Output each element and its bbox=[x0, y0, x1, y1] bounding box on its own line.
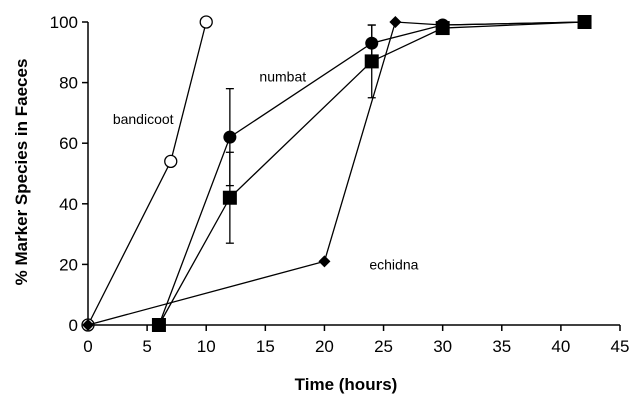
y-axis-title: % Marker Species in Faeces bbox=[12, 59, 31, 286]
y-tick-label: 40 bbox=[59, 195, 78, 214]
data-point bbox=[222, 190, 237, 205]
data-point bbox=[578, 16, 591, 28]
series-filled-square bbox=[151, 15, 592, 332]
data-point bbox=[389, 16, 402, 28]
x-tick-label: 25 bbox=[374, 337, 393, 356]
x-tick-label: 0 bbox=[83, 337, 92, 356]
data-point bbox=[199, 15, 213, 29]
data-point bbox=[364, 54, 379, 69]
data-point bbox=[318, 255, 331, 268]
data-point bbox=[151, 318, 166, 332]
y-tick-label: 60 bbox=[59, 134, 78, 153]
annotation-layer: bandicoot numbat echidna bbox=[113, 69, 419, 273]
y-ticks: 0 20 40 60 80 100 bbox=[50, 13, 88, 335]
data-point bbox=[82, 319, 94, 331]
series-filled-diamond bbox=[82, 16, 591, 331]
y-tick-label: 80 bbox=[59, 74, 78, 93]
y-tick-label: 0 bbox=[69, 316, 78, 335]
data-point bbox=[223, 130, 237, 144]
x-axis-title: Time (hours) bbox=[295, 375, 398, 394]
series-annotation-bandicoot: bandicoot bbox=[113, 111, 174, 127]
x-tick-label: 40 bbox=[551, 337, 570, 356]
y-tick-label: 20 bbox=[59, 255, 78, 274]
x-tick-label: 30 bbox=[433, 337, 452, 356]
series-annotation-numbat: numbat bbox=[259, 69, 306, 85]
x-ticks: 0 5 10 15 20 25 30 35 40 45 bbox=[83, 325, 629, 356]
x-tick-label: 15 bbox=[256, 337, 275, 356]
axes: 0 5 10 15 20 25 30 35 40 45 0 20 40 60 80 100 bbox=[50, 13, 630, 356]
series-layer bbox=[81, 15, 592, 332]
data-point bbox=[164, 154, 178, 169]
data-point bbox=[436, 19, 449, 32]
x-tick-label: 10 bbox=[197, 337, 216, 356]
x-tick-label: 5 bbox=[142, 337, 151, 356]
series-line bbox=[87, 21, 207, 326]
x-tick-label: 20 bbox=[315, 337, 334, 356]
series-open-circle bbox=[81, 15, 213, 332]
x-tick-label: 35 bbox=[492, 337, 511, 356]
y-tick-label: 100 bbox=[50, 13, 78, 32]
x-tick-label: 45 bbox=[611, 337, 630, 356]
series-annotation-echidna: echidna bbox=[369, 256, 418, 272]
